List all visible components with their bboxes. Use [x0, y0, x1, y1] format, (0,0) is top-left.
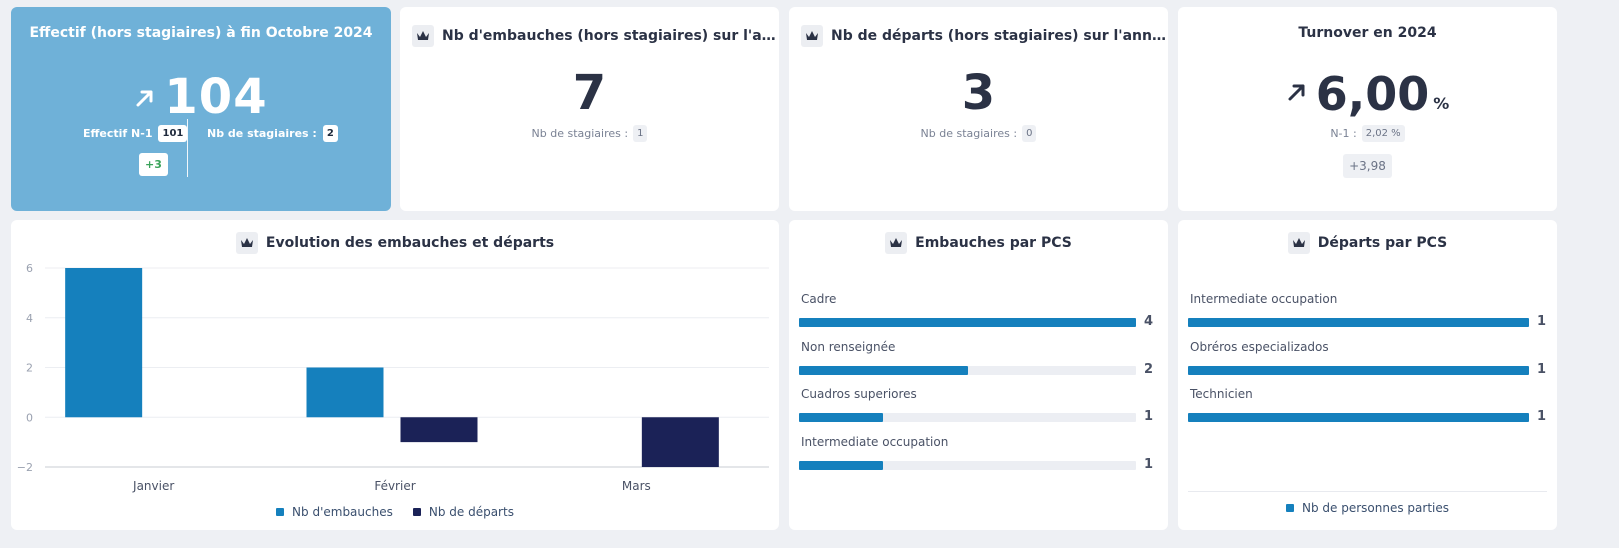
pcs-label: Non renseignée [801, 339, 896, 354]
pcs-value: 1 [1144, 456, 1154, 472]
interns-label: Nb de stagiaires : [531, 127, 629, 140]
pcs-value: 1 [1144, 409, 1154, 424]
pcs-bar[interactable] [1188, 413, 1529, 422]
interns-value: 1 [633, 125, 648, 142]
evolution-chart-card[interactable]: Evolution des embauches et départs 6 4 2 0−… [11, 220, 779, 530]
pcs-value: 1 [1537, 361, 1547, 377]
pcs-bar[interactable] [799, 413, 884, 422]
kpi-departs-value: 3 [961, 65, 996, 121]
pcs-bar-track [799, 318, 1136, 327]
crown-icon [235, 232, 258, 254]
crown-icon [801, 25, 823, 47]
arrow-up-right-icon [1286, 81, 1308, 107]
crown-icon [412, 25, 434, 47]
crown-icon [1287, 232, 1310, 254]
kpi-turnover-title: Turnover en 2024 [1298, 25, 1437, 41]
kpi-departs-card[interactable]: Nb de départs (hors stagiaires) sur l'an… [789, 7, 1168, 211]
previous-label: N-1 : [1330, 127, 1357, 140]
pcs-bar[interactable] [799, 365, 968, 375]
pcs-bar-track [799, 460, 1136, 470]
interns-label: Nb de stagiaires : [920, 127, 1018, 140]
pcs-label: Cadre [801, 292, 837, 306]
legend-departs[interactable]: Nb de départs [412, 505, 514, 519]
legend-swatch [276, 508, 285, 516]
kpi-turnover-value: 6,00 [1315, 67, 1430, 121]
departs-pcs-card[interactable]: Départs par PCS Intermediate occupation 1… [1178, 220, 1557, 530]
y-tick-label: 2 [26, 362, 33, 375]
pcs-bar[interactable] [799, 318, 1136, 327]
kpi-turnover-card[interactable]: Turnover en 2024 6,00 % N-1 : 2,02 % +3,… [1178, 7, 1557, 211]
interns-label: Nb de stagiaires : [207, 127, 317, 140]
bar-embauches[interactable] [65, 268, 143, 418]
kpi-turnover-unit: % [1433, 94, 1450, 113]
pcs-bar-track [1188, 365, 1529, 375]
kpi-effectif-value: 104 [164, 69, 268, 125]
bar-departs[interactable] [400, 417, 478, 443]
kpi-embauches-title: Nb d'embauches (hors stagiaires) sur l'a… [442, 28, 779, 44]
delta-badge: +3 [139, 153, 168, 176]
delta-badge: +3,98 [1343, 154, 1392, 178]
kpi-effectif-card[interactable]: Effectif (hors stagiaires) à fin Octobre… [11, 7, 391, 211]
legend-parties[interactable]: Nb de personnes parties [1286, 501, 1449, 515]
previous-value: 101 [158, 125, 188, 142]
pcs-label: Intermediate occupation [1190, 292, 1338, 306]
interns-value: 2 [322, 125, 338, 142]
legend-swatch [1286, 504, 1294, 512]
bar-embauches[interactable] [306, 367, 384, 418]
legend-label: Nb de départs [428, 505, 514, 519]
arrow-up-right-icon [134, 87, 156, 113]
legend-embauches[interactable]: Nb d'embauches [276, 505, 393, 519]
kpi-embauches-value: 7 [572, 65, 607, 121]
y-tick-label: −2 [17, 461, 33, 474]
previous-label: Effectif N-1 [83, 127, 153, 140]
embauches-pcs-card[interactable]: Embauches par PCS Cadre 4 Non renseignée 2 C… [789, 220, 1168, 530]
y-tick-label: 4 [26, 312, 33, 325]
pcs-bar-track [799, 413, 1136, 422]
kpi-effectif-title: Effectif (hors stagiaires) à fin Octobre… [29, 25, 373, 41]
y-tick-label: 6 [26, 262, 33, 275]
pcs-bar[interactable] [1188, 365, 1529, 375]
bar-departs[interactable] [641, 417, 719, 467]
x-category-label: Janvier [132, 479, 174, 493]
pcs-bar[interactable] [799, 460, 884, 470]
divider [1188, 491, 1547, 492]
pcs-value: 1 [1537, 409, 1547, 424]
evolution-bar-chart: 6 4 2 0 −2 Janvier Février Mars [17, 262, 769, 493]
pcs-value: 4 [1144, 314, 1154, 329]
kpi-departs-title: Nb de départs (hors stagiaires) sur l'an… [831, 28, 1168, 44]
legend-swatch [412, 508, 421, 516]
pcs-bar-track [799, 365, 1136, 375]
x-category-label: Février [374, 479, 415, 493]
legend-label: Nb d'embauches [292, 505, 393, 519]
interns-value: 0 [1022, 125, 1037, 142]
pcs-bar-track [1188, 318, 1529, 327]
kpi-embauches-card[interactable]: Nb d'embauches (hors stagiaires) sur l'a… [400, 7, 779, 211]
pcs-label: Intermediate occupation [801, 434, 949, 449]
pcs-bar[interactable] [1188, 318, 1529, 327]
pcs-label: Obréros especializados [1190, 339, 1329, 354]
y-tick-label: 0 [26, 411, 33, 424]
embauches-pcs-title: Embauches par PCS [915, 235, 1072, 251]
pcs-value: 2 [1144, 361, 1154, 377]
x-category-label: Mars [622, 479, 651, 493]
legend-label: Nb de personnes parties [1302, 501, 1449, 515]
divider [187, 119, 188, 177]
crown-icon [885, 232, 908, 254]
departs-pcs-title: Départs par PCS [1317, 235, 1448, 251]
previous-value: 2,02 % [1361, 125, 1405, 142]
pcs-label: Cuadros superiores [801, 387, 917, 401]
pcs-bar-track [1188, 413, 1529, 422]
pcs-label: Technicien [1190, 387, 1253, 401]
pcs-value: 1 [1537, 314, 1547, 329]
